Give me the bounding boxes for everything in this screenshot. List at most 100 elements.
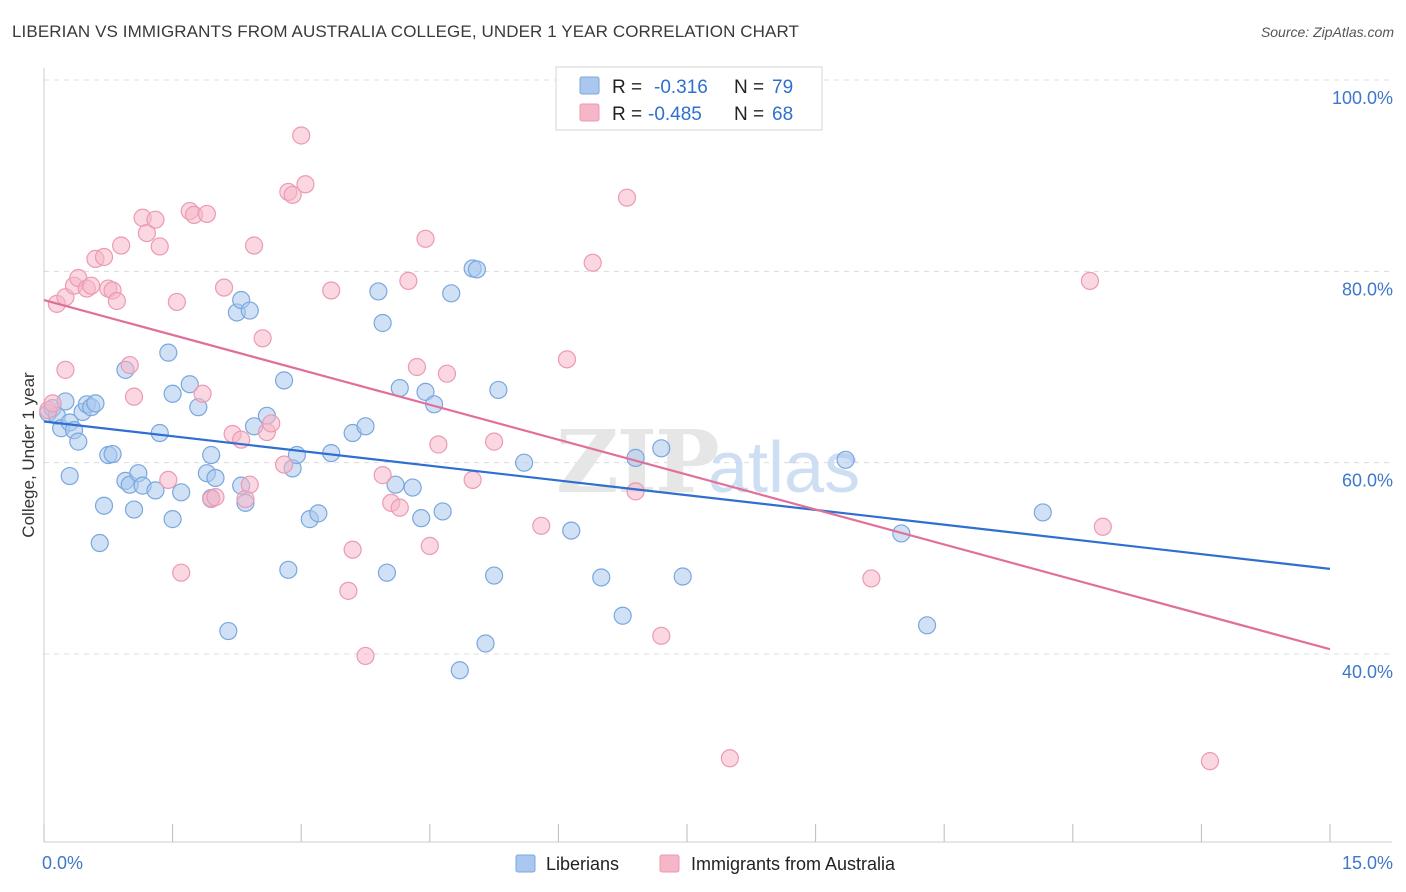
australia-point — [583, 253, 602, 272]
stats-legend-frame — [555, 66, 823, 131]
liberian-point — [416, 382, 435, 401]
australia-point — [159, 470, 178, 489]
y-tick-label: 60.0% — [1342, 471, 1393, 491]
liberian-point — [124, 500, 144, 519]
australia-point — [1080, 271, 1100, 290]
australia-point — [485, 432, 504, 451]
liberian-point — [386, 475, 405, 494]
stats-legend-swatch-pink — [579, 103, 600, 122]
liberian-point — [86, 394, 105, 413]
australia-point — [617, 188, 637, 207]
australia-point — [112, 236, 131, 255]
liberian-point — [373, 313, 392, 333]
liberian-point — [467, 260, 487, 279]
liberian-point — [485, 566, 504, 585]
liberian-point — [515, 453, 534, 472]
stats-n-value-pink: 68 — [772, 104, 793, 125]
axes-layer — [43, 68, 1392, 843]
liberian-point — [489, 380, 508, 400]
svg-text:R = -0.316 N =: R = -0.316 N = 79 — [612, 77, 793, 98]
chart-title: LIBERIAN VS IMMIGRANTS FROM AUSTRALIA CO… — [12, 22, 800, 41]
australia-point — [197, 204, 216, 224]
australia-point — [407, 357, 427, 377]
labels-layer: 40.0% 60.0% 80.0% 100.0% 0.0% 15.0% — [42, 88, 1393, 873]
liberian-point — [476, 634, 495, 653]
liberian-point — [69, 432, 88, 451]
x-tick-label: 0.0% — [42, 853, 83, 873]
australia-point — [283, 185, 302, 204]
liberian-point — [206, 468, 225, 488]
source-label: Source: ZipAtlas.com — [1260, 24, 1394, 40]
australia-trend-line — [43, 298, 1331, 651]
liberian-point — [163, 384, 182, 403]
stats-n-label-pink: N = — [734, 104, 764, 125]
liberian-point — [94, 496, 114, 515]
liberian-point — [626, 448, 645, 467]
australia-point — [262, 414, 281, 433]
liberian-point — [917, 616, 937, 635]
australia-point — [206, 488, 225, 507]
watermark-atlas: atlas — [708, 428, 860, 508]
australia-point — [463, 470, 482, 489]
stats-n-value-blue: 79 — [772, 77, 793, 98]
australia-point — [274, 455, 294, 474]
australia-point — [296, 175, 315, 194]
australia-point — [253, 329, 272, 348]
australia-point — [420, 536, 439, 555]
liberian-point — [180, 375, 199, 394]
stats-legend-swatch-blue — [579, 76, 600, 95]
liberian-point — [90, 533, 109, 553]
liberian-point — [592, 568, 611, 587]
y-tick-label: 100.0% — [1332, 88, 1393, 108]
liberian-trend-line — [43, 420, 1331, 570]
y-tick-label: 80.0% — [1342, 279, 1393, 299]
australia-point — [137, 223, 156, 243]
liberian-point — [202, 445, 221, 465]
liberian-point — [60, 466, 79, 486]
australia-point — [214, 278, 234, 297]
australia-point — [146, 210, 165, 229]
liberian-point — [403, 478, 422, 497]
grid-layer — [44, 79, 1392, 655]
trend-layer — [43, 298, 1331, 651]
stats-n-label-blue: N = — [734, 77, 764, 98]
australia-point — [416, 229, 435, 248]
australia-point — [322, 281, 341, 300]
australia-point — [437, 364, 457, 383]
australia-point — [43, 394, 62, 413]
australia-point — [167, 292, 186, 312]
australia-point — [124, 387, 144, 406]
legend-label-liberians: Liberians — [546, 854, 619, 874]
australia-point — [652, 626, 671, 645]
y-tick-label: 40.0% — [1342, 662, 1393, 682]
australia-point — [82, 276, 101, 295]
australia-point — [373, 466, 392, 485]
australia-point — [94, 247, 114, 267]
stats-r-value-pink: -0.485 — [648, 104, 702, 125]
points-layer — [39, 126, 1220, 771]
australia-point — [339, 581, 358, 600]
liberian-point — [613, 606, 632, 625]
liberian-point — [274, 371, 294, 390]
liberian-point — [309, 504, 328, 523]
liberian-point — [433, 502, 452, 521]
liberian-point — [442, 284, 461, 303]
australia-point — [626, 482, 645, 501]
australia-point — [390, 498, 409, 517]
liberian-point — [159, 343, 178, 362]
stats-r-value-blue: -0.316 — [654, 77, 708, 98]
australia-point — [292, 126, 311, 145]
liberian-point — [450, 661, 469, 680]
australia-point — [150, 237, 169, 256]
liberian-point — [163, 510, 182, 529]
stats-r-label-pink: R = — [612, 104, 642, 125]
liberian-point — [836, 450, 855, 469]
legend-swatch-australia — [659, 854, 680, 873]
liberian-point — [103, 444, 122, 464]
australia-point — [862, 569, 881, 588]
liberian-point — [356, 417, 375, 436]
australia-point — [244, 236, 264, 255]
liberian-point — [146, 481, 165, 500]
bottom-legend: Liberians Immigrants from Australia — [515, 854, 896, 874]
liberian-point — [412, 509, 431, 528]
